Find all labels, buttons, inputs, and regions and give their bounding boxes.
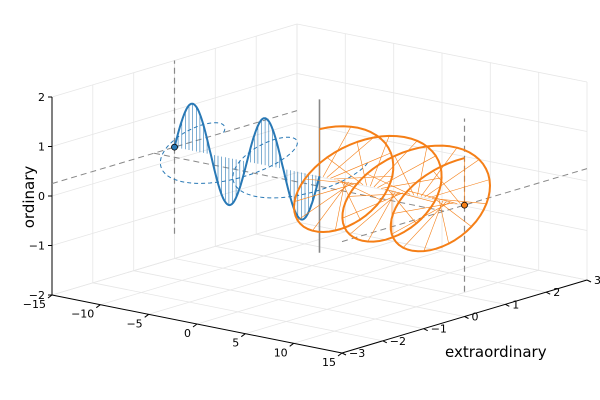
y-tick-label: 3 <box>594 274 600 287</box>
grid-line <box>174 258 465 317</box>
series-orange-hatch <box>349 191 400 235</box>
x-tick <box>144 313 149 318</box>
series-orange-hatch <box>348 193 407 197</box>
series-orange-hatch <box>420 147 458 197</box>
y-tick-label: 0 <box>472 311 479 324</box>
x-tick <box>337 352 343 357</box>
x-tick-label: 5 <box>232 337 239 350</box>
x-tick-label: −10 <box>71 308 94 321</box>
series-orange-hatch <box>330 152 392 179</box>
grid-line <box>133 270 424 330</box>
series-orange-hatch <box>424 159 480 198</box>
y-tick <box>423 328 428 332</box>
y-tick <box>382 340 388 344</box>
grid-line <box>296 122 588 182</box>
axis-label-z: ordinary <box>20 166 38 229</box>
y-tick <box>464 316 469 319</box>
grid-line <box>256 233 547 293</box>
guide-line <box>51 110 298 185</box>
grid-line <box>296 172 588 231</box>
series-orange-hatch <box>384 188 435 203</box>
z-tick-label: 2 <box>38 91 45 104</box>
x-tick-label: 10 <box>274 346 288 359</box>
series-blue-dashed <box>159 122 369 199</box>
series-orange-hatch <box>367 191 396 242</box>
x-tick <box>241 333 246 338</box>
grid-layer <box>51 23 588 354</box>
series-orange-hatch <box>394 155 415 196</box>
y-tick-label: −2 <box>390 335 406 348</box>
y-tick-label: 2 <box>553 286 560 299</box>
series-orange-hatch <box>297 182 353 221</box>
series-orange-hatch <box>304 178 360 185</box>
x-tick <box>96 304 101 309</box>
z-tick-label: 1 <box>38 141 45 154</box>
z-tick-label: −2 <box>29 289 45 302</box>
y-tick-label: −1 <box>431 323 447 336</box>
series-orange-hatch <box>423 200 444 252</box>
series-orange-hatch <box>393 202 454 214</box>
axis-label-y: extraordinary <box>445 343 547 361</box>
series-orange-line <box>293 125 491 253</box>
x-tick <box>192 323 198 328</box>
series-orange-hatch <box>432 170 462 205</box>
y-tick <box>545 291 551 295</box>
x-tick-label: −5 <box>126 317 142 330</box>
series-orange-hatch <box>373 140 418 188</box>
series-orange-end-marker <box>461 201 468 209</box>
grid-line <box>215 245 506 305</box>
grid-line <box>296 221 588 281</box>
x-tick-label: −15 <box>23 298 46 311</box>
series-orange-hatch <box>407 190 458 204</box>
series-orange-hatch <box>402 201 447 248</box>
series-orange-hatch <box>366 173 411 195</box>
series-orange-hatch <box>377 155 436 188</box>
grid-line <box>296 23 588 83</box>
z-tick-label: 0 <box>38 190 45 203</box>
grid-line <box>296 73 588 132</box>
x-tick-label: 0 <box>184 327 191 340</box>
y-tick <box>505 303 510 307</box>
series-orange-hatch <box>326 134 377 178</box>
series-orange-hatch <box>294 183 356 202</box>
axis-box <box>47 96 592 357</box>
x-tick <box>289 342 295 347</box>
series-orange-hatch <box>381 177 442 189</box>
series-layer <box>159 102 491 253</box>
y-tick <box>341 352 347 356</box>
series-blue-start-marker <box>171 143 178 151</box>
guide-line <box>341 168 588 243</box>
grid-line <box>92 282 383 342</box>
series-orange-hatch <box>417 146 428 196</box>
grid-line <box>51 221 298 296</box>
series-orange-hatch <box>326 157 364 186</box>
y-tick-label: −3 <box>349 347 365 360</box>
y-tick <box>586 279 592 283</box>
z-tick-label: −1 <box>29 240 45 253</box>
series-orange-hatch <box>356 141 367 186</box>
series-orange-hatch <box>312 181 349 231</box>
series-orange-hatch <box>342 192 404 219</box>
x-tick-label: 15 <box>322 356 336 369</box>
y-tick-label: 1 <box>512 298 519 311</box>
